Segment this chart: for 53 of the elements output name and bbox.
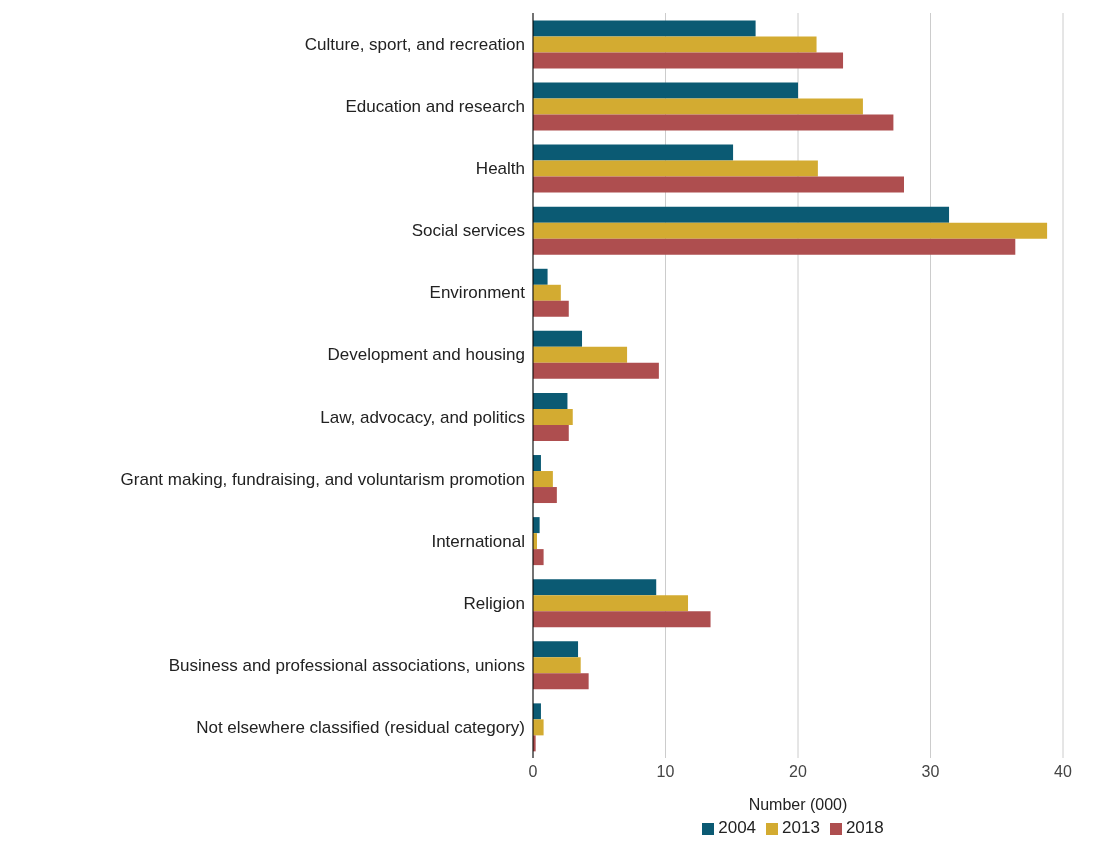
bar — [533, 424, 569, 441]
bar — [533, 114, 894, 131]
y-tick-label: Not elsewhere classified (residual category) — [196, 717, 525, 737]
bar — [533, 238, 1016, 255]
bar — [533, 284, 561, 301]
bar — [533, 657, 581, 674]
x-tick-label: 10 — [656, 763, 675, 781]
y-tick-label: Religion — [463, 593, 525, 613]
bar — [533, 144, 734, 161]
y-tick-label: Environment — [429, 283, 526, 303]
bar — [533, 206, 950, 223]
bar — [533, 641, 579, 658]
bar — [533, 98, 863, 115]
legend-label: 2013 — [782, 818, 820, 837]
bar — [533, 176, 904, 193]
x-axis-title: Number (000) — [748, 796, 848, 813]
x-tick-label: 0 — [528, 763, 538, 781]
x-tick-label: 20 — [789, 763, 807, 781]
bar — [533, 346, 628, 363]
bar — [533, 222, 1048, 239]
y-tick-label: Grant making, fundraising, and voluntarism promotion — [120, 469, 525, 489]
y-tick-label: Business and professional associations, unions — [168, 655, 525, 675]
bar — [533, 408, 573, 425]
bar — [533, 673, 589, 690]
bar — [533, 268, 548, 285]
x-tick-label: 30 — [921, 763, 940, 781]
bar — [533, 36, 817, 53]
y-tick-label: Health — [475, 159, 525, 179]
bar — [533, 20, 756, 37]
bar — [533, 330, 583, 347]
bar — [533, 392, 568, 409]
bar — [533, 517, 540, 534]
x-tick-label: 40 — [1054, 763, 1072, 781]
bar — [533, 160, 818, 177]
legend-label: 2018 — [845, 818, 884, 837]
bar — [533, 471, 553, 488]
y-tick-label: International — [431, 531, 525, 551]
bar — [533, 611, 711, 628]
bar — [533, 300, 569, 317]
y-tick-label: Education and research — [345, 97, 525, 117]
bar — [533, 595, 689, 612]
bar — [533, 362, 659, 379]
y-tick-label: Law, advocacy, and politics — [320, 407, 525, 427]
bar — [533, 719, 544, 736]
bar — [533, 549, 544, 566]
y-tick-label: Culture, sport, and recreation — [304, 35, 525, 55]
y-tick-label: Social services — [411, 221, 525, 241]
bar — [533, 82, 798, 99]
bar — [533, 579, 657, 596]
bar — [533, 487, 557, 504]
legend-label: 2004 — [718, 818, 757, 837]
y-tick-label: Development and housing — [327, 345, 525, 365]
bar — [533, 52, 844, 69]
